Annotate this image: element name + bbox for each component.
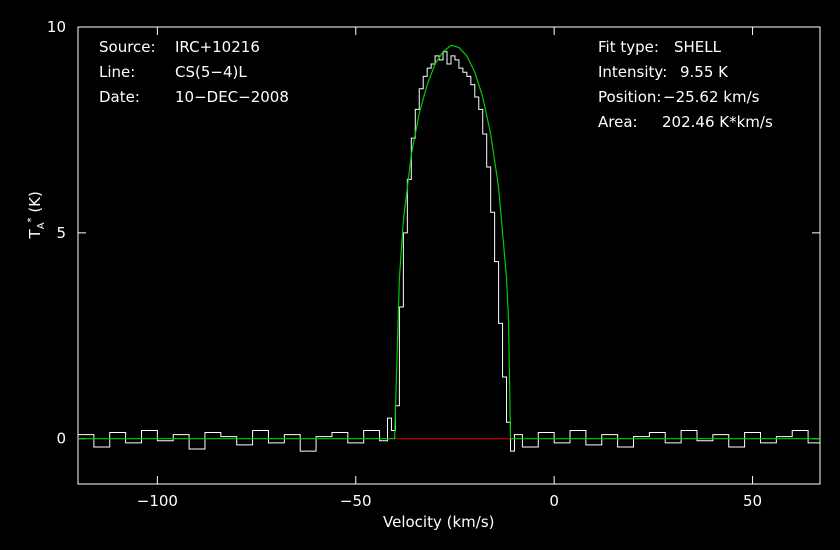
x-tick-label: −50: [340, 492, 372, 510]
fit-line: [78, 44, 820, 440]
spectrum-line: [78, 51, 821, 452]
y-tick-label: 5: [56, 224, 66, 242]
plot-frame: [77, 26, 821, 485]
source-label: Source:: [99, 38, 156, 56]
intensity-label: Intensity:: [598, 63, 668, 81]
x-tick-label: 50: [743, 492, 762, 510]
y-axis-label-text: TA* (K): [26, 191, 47, 239]
area-label: Area:: [598, 113, 638, 131]
position-value: −25.62 km/s: [663, 88, 760, 106]
position-label: Position:: [598, 88, 662, 106]
date-value: 10−DEC−2008: [175, 88, 289, 106]
intensity-value: 9.55 K: [680, 63, 729, 81]
fit-type-value: SHELL: [674, 38, 721, 56]
y-tick-label: 0: [56, 430, 66, 448]
date-label: Date:: [99, 88, 140, 106]
source-value: IRC+10216: [175, 38, 260, 56]
line-label: Line:: [99, 63, 136, 81]
x-axis-label: Velocity (km/s): [383, 513, 495, 531]
y-axis-label: TA* (K): [8, 188, 47, 248]
y-tick-label: 10: [47, 18, 66, 36]
fit-type-label: Fit type:: [598, 38, 659, 56]
x-tick-label: 0: [549, 492, 559, 510]
x-tick-label: −100: [137, 492, 178, 510]
line-value: CS(5−4)L: [175, 63, 247, 81]
area-value: 202.46 K*km/s: [662, 113, 773, 131]
